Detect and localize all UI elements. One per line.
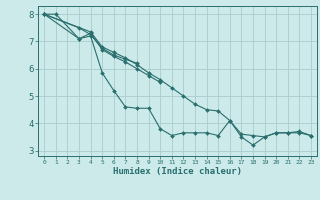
- X-axis label: Humidex (Indice chaleur): Humidex (Indice chaleur): [113, 167, 242, 176]
